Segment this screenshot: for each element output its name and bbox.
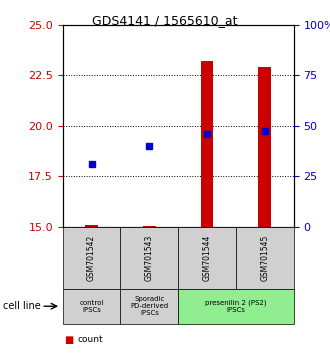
Bar [143,225,156,227]
Bar [258,67,271,227]
Text: control
IPSCs: control IPSCs [80,300,104,313]
Text: presenilin 2 (PS2)
iPSCs: presenilin 2 (PS2) iPSCs [205,299,267,313]
Text: cell line: cell line [3,301,41,311]
Text: count: count [78,335,103,344]
Text: GDS4141 / 1565610_at: GDS4141 / 1565610_at [92,14,238,27]
Bar [85,224,98,227]
Text: GSM701545: GSM701545 [260,234,269,281]
Bar [201,61,214,227]
Text: ■: ■ [64,335,74,345]
Text: GSM701544: GSM701544 [203,234,212,281]
Text: GSM701543: GSM701543 [145,234,154,281]
Text: GSM701542: GSM701542 [87,234,96,281]
Text: Sporadic
PD-derived
iPSCs: Sporadic PD-derived iPSCs [130,296,168,316]
